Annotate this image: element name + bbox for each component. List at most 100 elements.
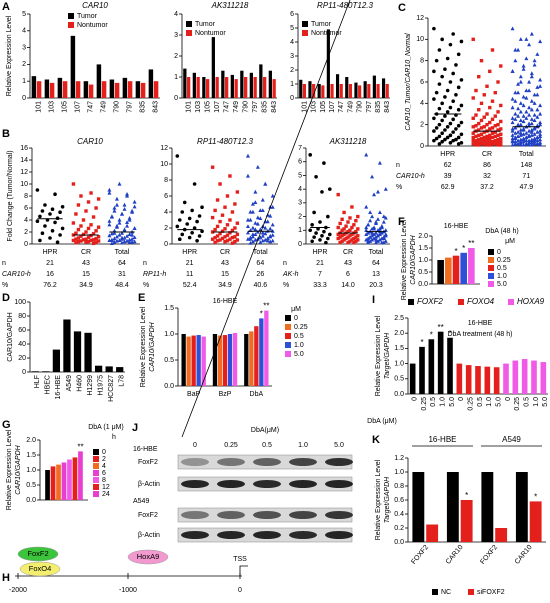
point [84,237,88,241]
point [210,165,215,169]
point [479,132,484,136]
bar [437,260,444,284]
point [516,90,521,95]
legend-label: 24 [102,491,110,498]
point [538,137,543,142]
blot-band [325,511,353,519]
point [377,232,382,236]
point [218,182,222,186]
point [122,235,127,240]
point [445,56,450,61]
significance-label: * [448,329,451,338]
bar [249,331,254,386]
point [182,200,187,205]
point [474,143,478,147]
bar [372,75,376,98]
bar [263,77,267,98]
point [81,218,86,222]
point [532,58,537,63]
point [253,200,258,204]
bar [272,79,276,98]
significance-label: ** [263,302,269,311]
y-tick-label: 4 [22,28,26,35]
point [265,236,270,240]
point [223,205,227,209]
point [532,141,537,146]
bar [78,451,83,500]
x-tick-label: 797 [366,101,373,113]
point [524,95,529,100]
point [459,132,464,137]
tss-label: TSS [233,556,247,563]
x-tick-label: 747 [87,101,94,113]
point [35,219,40,223]
point [524,56,529,61]
annotation: DbA treatment (48 h) [448,331,513,338]
chart-subtitle: 16-HBE [213,298,238,305]
point [107,187,112,192]
bar [521,359,528,394]
bar [409,363,416,394]
bar [244,334,249,386]
bar [475,366,481,394]
x-tick-label: HPR [43,249,58,256]
point [479,118,484,123]
point [527,121,532,126]
bar [515,472,528,542]
legend-label: 6 [102,470,106,477]
x-tick-label: H1299 [87,375,94,396]
blot-band [253,511,281,519]
table-cell: 64 [118,260,126,267]
y-tick-label: 0 [174,95,178,102]
point [383,186,388,191]
x-tick-label: 1.0 [533,397,540,407]
bar [335,74,340,98]
bar [348,84,353,98]
point [474,134,478,139]
point [342,238,346,242]
point [524,116,529,120]
table-cell: 43 [82,260,90,267]
point [516,134,521,138]
table-cell: 37.2 [480,184,494,191]
point [312,210,316,215]
point [485,134,489,139]
bar [222,335,228,386]
point [535,115,540,119]
point [493,134,497,139]
panel-letter: K [372,434,380,446]
point [379,230,384,235]
point [55,240,60,244]
y-tick-label: 6 [164,193,168,200]
point [485,143,489,147]
point [79,234,83,238]
point [510,96,515,101]
point [180,232,185,237]
point [377,237,382,242]
point [516,81,521,86]
chart-subtitle: 16-HBE [468,320,493,327]
point [370,233,375,238]
point [527,138,532,143]
point [496,80,500,84]
bar [326,29,330,98]
table-cell: 7 [318,271,322,278]
bar [72,457,78,500]
dose-label: 0.5 [262,442,272,449]
bar [83,81,89,98]
bar [345,77,349,98]
point [377,226,382,231]
point [94,206,98,210]
y-tick-label: 1.5 [164,305,174,312]
point [375,189,380,194]
point [440,118,444,123]
point [215,234,220,238]
point [364,225,369,230]
point [245,230,250,235]
point [471,142,475,146]
y-tick-label: 0 [22,369,26,376]
point [223,235,227,239]
y-tick-label: 5 [290,25,294,32]
significance-label: * [465,491,468,500]
blot-band [325,480,353,488]
